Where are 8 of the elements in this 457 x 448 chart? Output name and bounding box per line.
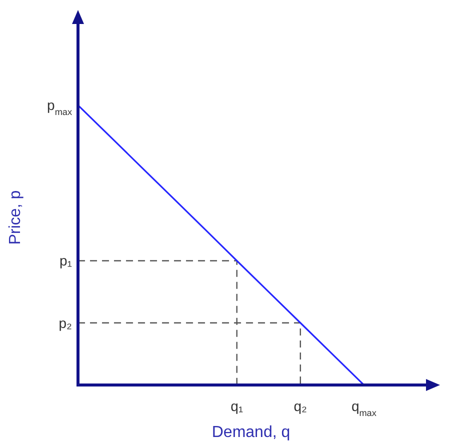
x-tick-label: q₂ <box>294 398 308 414</box>
annotation: p$_{max}$ <box>47 97 72 118</box>
ref-line-label: p₂ <box>58 314 72 331</box>
y-axis-title: Price, p <box>7 190 24 245</box>
x-tick-label: q$_{max}$ <box>351 398 377 418</box>
x-tick-label: q₁ <box>230 398 244 414</box>
ref-line-label: p₁ <box>59 252 72 269</box>
x-axis-title: Demand, q <box>212 424 290 441</box>
